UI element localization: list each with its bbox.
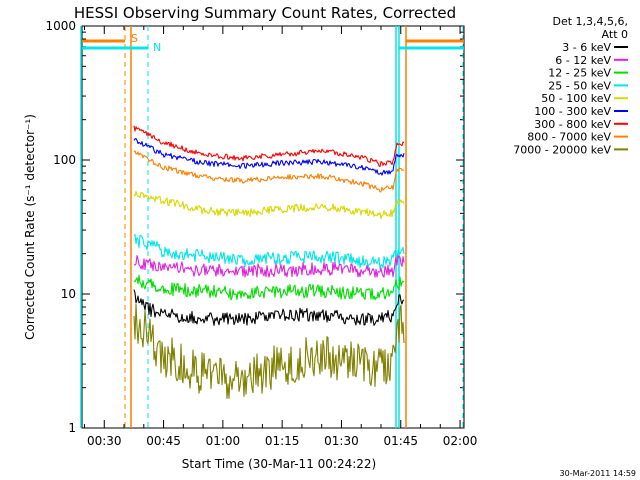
x-tick-label: 01:30 [324, 434, 359, 448]
legend-entry-label: 100 - 300 keV [534, 105, 611, 118]
series-line [133, 190, 405, 220]
series-line [133, 274, 405, 301]
series-line [133, 255, 405, 278]
x-tick-label: 01:00 [206, 434, 241, 448]
x-tick-label: 02:00 [443, 434, 478, 448]
night-marker-label: N [153, 41, 161, 54]
x-tick-label: 01:15 [265, 434, 300, 448]
footer-timestamp: 30-Mar-2011 14:59 [560, 469, 637, 478]
series-line [133, 125, 405, 168]
legend-entry-label: 800 - 7000 keV [527, 131, 611, 144]
plot-area: 1 10 100 1000 00:30 00:45 01:00 01:15 01:30 01:45… [45, 19, 477, 448]
legend-entry-label: 6 - 12 keV [555, 54, 611, 67]
legend-entry-label: 300 - 800 keV [534, 118, 611, 131]
x-tick-label: 00:45 [146, 434, 181, 448]
legend-entry-label: 7000 - 20000 keV [513, 143, 611, 156]
series-line [133, 303, 405, 400]
series-line [133, 289, 405, 326]
x-axis-label: Start Time (30-Mar-11 00:24:22) [182, 457, 376, 471]
y-tick-label: 1000 [45, 19, 76, 33]
legend-entry-label: 3 - 6 keV [562, 41, 611, 54]
series-line [133, 150, 404, 193]
y-tick-label: 100 [53, 153, 76, 167]
y-tick-label: 1 [68, 421, 76, 435]
legend-header-line-1: Det 1,3,4,5,6, [552, 15, 628, 28]
saa-marker-label: S [131, 32, 138, 45]
legend-entry-label: 50 - 100 keV [541, 92, 611, 105]
y-axis-label: Corrected Count Rate (s⁻¹ detector⁻¹) [23, 114, 37, 340]
legend-entry-label: 25 - 50 keV [548, 79, 611, 92]
legend-header-line-2: Att 0 [602, 28, 628, 41]
legend-entry-label: 12 - 25 keV [548, 67, 611, 80]
series-line [133, 234, 405, 270]
chart-title: HESSI Observing Summary Count Rates, Cor… [74, 4, 456, 22]
x-tick-label: 00:30 [87, 434, 122, 448]
x-tick-label: 01:45 [383, 434, 418, 448]
series-line [133, 138, 405, 176]
y-tick-label: 10 [61, 287, 76, 301]
